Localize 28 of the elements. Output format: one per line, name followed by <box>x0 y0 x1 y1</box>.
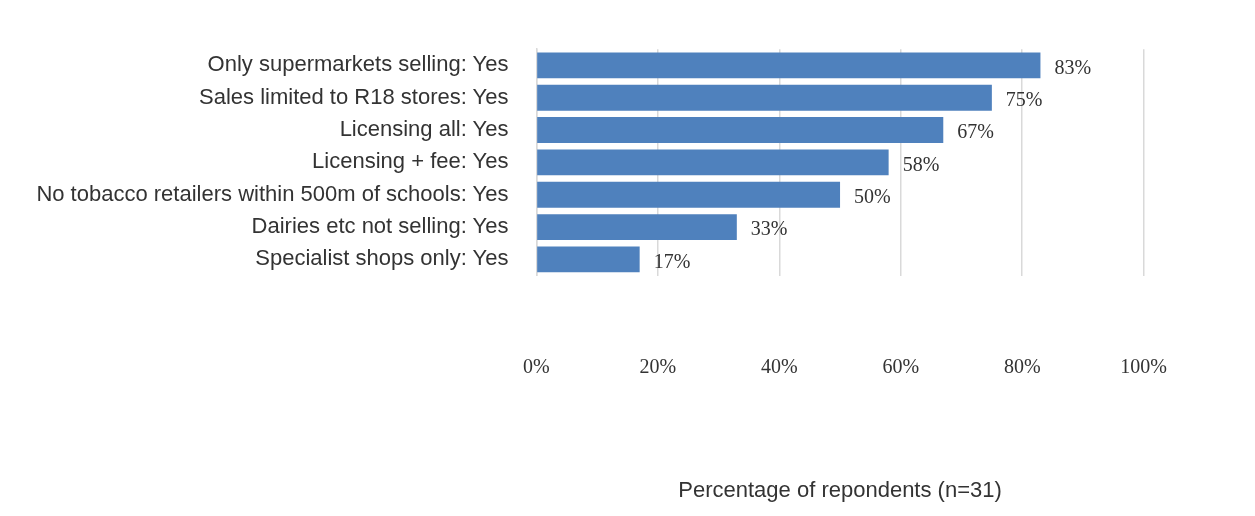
y-tick-label: Licensing all: Yes <box>339 116 509 142</box>
bar <box>537 181 841 208</box>
bar <box>537 214 737 241</box>
data-label: 58% <box>902 152 940 175</box>
x-tick-label: 40% <box>760 354 798 377</box>
y-tick-label: Licensing + fee: Yes <box>312 148 509 174</box>
x-tick-label: 80% <box>1003 354 1041 377</box>
x-tick-label: 0% <box>523 354 550 377</box>
bar <box>537 52 1041 79</box>
data-label: 75% <box>1005 87 1043 110</box>
data-label: 50% <box>854 184 891 207</box>
y-tick-label: Specialist shops only: Yes <box>255 245 509 271</box>
data-label: 83% <box>1054 55 1092 78</box>
bar <box>537 117 944 143</box>
bar <box>537 246 640 273</box>
y-tick-label: Only supermarkets selling: Yes <box>207 51 509 77</box>
x-tick-label: 100% <box>1120 354 1168 377</box>
bar <box>537 84 992 111</box>
y-tick-label: No tobacco retailers within 500m of schools: Yes <box>36 180 509 206</box>
x-tick-label: 20% <box>639 354 677 377</box>
data-label: 17% <box>653 249 691 272</box>
x-axis-title: Percentage of repondents (n=31) <box>678 476 1002 502</box>
bar <box>537 149 889 176</box>
y-tick-label: Sales limited to R18 stores: Yes <box>199 83 509 109</box>
y-tick-label: Dairies etc not selling: Yes <box>251 213 509 239</box>
data-label: 33% <box>750 217 788 240</box>
x-tick-label: 60% <box>882 354 920 377</box>
data-label: 67% <box>957 120 994 143</box>
